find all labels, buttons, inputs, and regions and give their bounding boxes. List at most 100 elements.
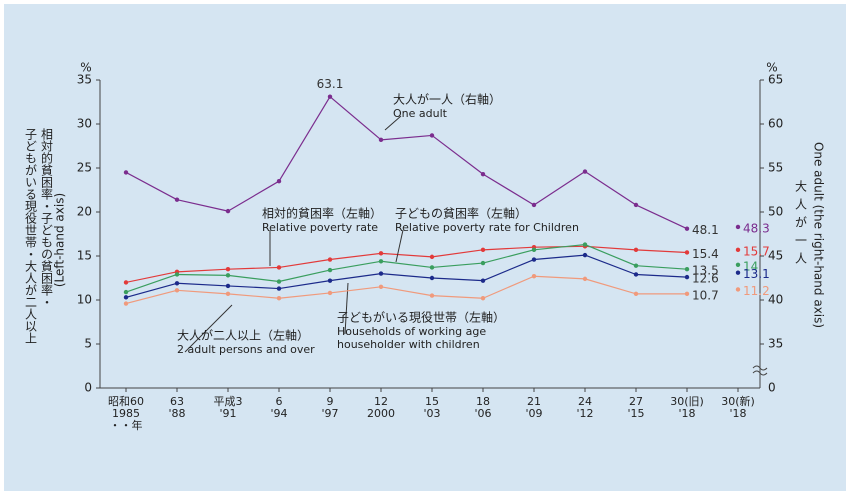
series-line [227,266,280,270]
series-name-en: One adult [393,107,448,120]
series-line [227,180,280,212]
series-name: 大人が一人（右軸） [393,92,501,107]
series-line [584,245,637,251]
x-tick-label: 30(旧) [670,395,704,408]
series-line [125,282,178,298]
series-line [329,286,382,294]
x-tick-label: 63 [170,395,184,408]
data-point [378,251,384,256]
data-point [378,137,384,143]
series-line [329,96,382,141]
data-point [276,279,282,284]
series-name: 子どもがいる現役世帯（左軸） [337,310,505,325]
series-line [380,252,433,258]
annotation-leader [384,115,402,131]
series-name: 子どもの貧困率（左軸） [395,206,527,221]
data-point [480,247,486,253]
data-point [633,247,639,253]
left-axis-label: 相対的貧困率・子どもの貧困率・ [40,128,54,308]
left-axis-label: (Left-hand axis) [53,193,67,287]
data-point [531,274,537,279]
data-point [429,254,435,260]
data-point [429,293,435,298]
y-tick-label: 0 [84,381,92,395]
series-line [278,280,331,290]
annotation-leader [395,229,404,263]
series-line [431,277,484,282]
data-point [123,301,129,306]
data-point [225,273,231,278]
series-line [380,134,433,141]
data-point [225,291,231,297]
data-point [225,283,231,289]
series-line [482,249,535,264]
x-tick-label: '15 [627,407,644,420]
data-point [123,295,129,300]
series-line [176,199,229,212]
series-line [533,171,586,206]
series-line [584,171,637,206]
x-tick-label: 24 [578,395,592,408]
data-point [174,288,180,293]
data-point [633,291,639,297]
data-point [735,224,741,230]
series-name: 相対的貧困率（左軸） [262,206,382,221]
data-label: 10.7 [692,288,719,302]
series-line [431,262,484,269]
series-line [278,292,331,299]
data-point [684,291,690,297]
series-line [380,273,433,279]
data-point [735,247,741,253]
x-tick-label: 6 [276,395,283,408]
y-tick-label: 20 [77,205,92,219]
right-axis-label: 大人が一人 [794,180,808,270]
series-line [176,273,229,276]
data-label: 48.1 [692,223,719,237]
x-tick-label: 27 [629,395,643,408]
data-point [480,296,486,301]
data-point [684,226,690,231]
data-point [276,265,282,270]
series-name: 大人が二人以上（左軸） [177,328,309,343]
series-line [380,260,433,269]
series-line [482,246,535,251]
data-point [735,287,741,292]
series-line [278,269,331,283]
data-point [378,284,384,289]
series-line [380,286,433,297]
data-point [174,272,180,277]
series-line [125,273,178,293]
data-point [123,289,129,295]
data-point [582,252,588,258]
x-tick-label: 30(新) [721,394,755,408]
y2-tick-label: 45 [768,249,783,263]
x-tick-label: '12 [576,407,593,420]
series-line [635,249,688,254]
data-point [582,242,588,247]
annotation-leader [184,304,233,353]
series-line [125,271,178,283]
data-label: 12.6 [692,272,719,286]
series-line [431,249,484,258]
data-point [480,260,486,266]
data-point [633,272,639,277]
y2-tick-label: 55 [768,161,783,175]
series-line [329,252,382,261]
background [4,4,846,491]
y-tick-label: 25 [77,161,92,175]
x-tick-label: '03 [423,407,440,420]
left-unit: % [80,61,91,75]
series-line [176,268,229,273]
y2-tick-label: 40 [768,293,783,307]
data-point [531,247,537,253]
y-tick-label: 15 [77,249,92,263]
data-point [225,267,231,272]
series-name-en: Households of working age householder wit… [337,325,486,351]
y2-tick-label: 60 [768,117,783,131]
series-name-en: Relative poverty rate for Children [395,221,579,234]
data-point [684,250,690,255]
y-tick-label: 5 [84,337,92,351]
series-line [635,265,688,270]
x-tick-label: '97 [321,407,338,420]
y-tick-label: 30 [77,117,92,131]
